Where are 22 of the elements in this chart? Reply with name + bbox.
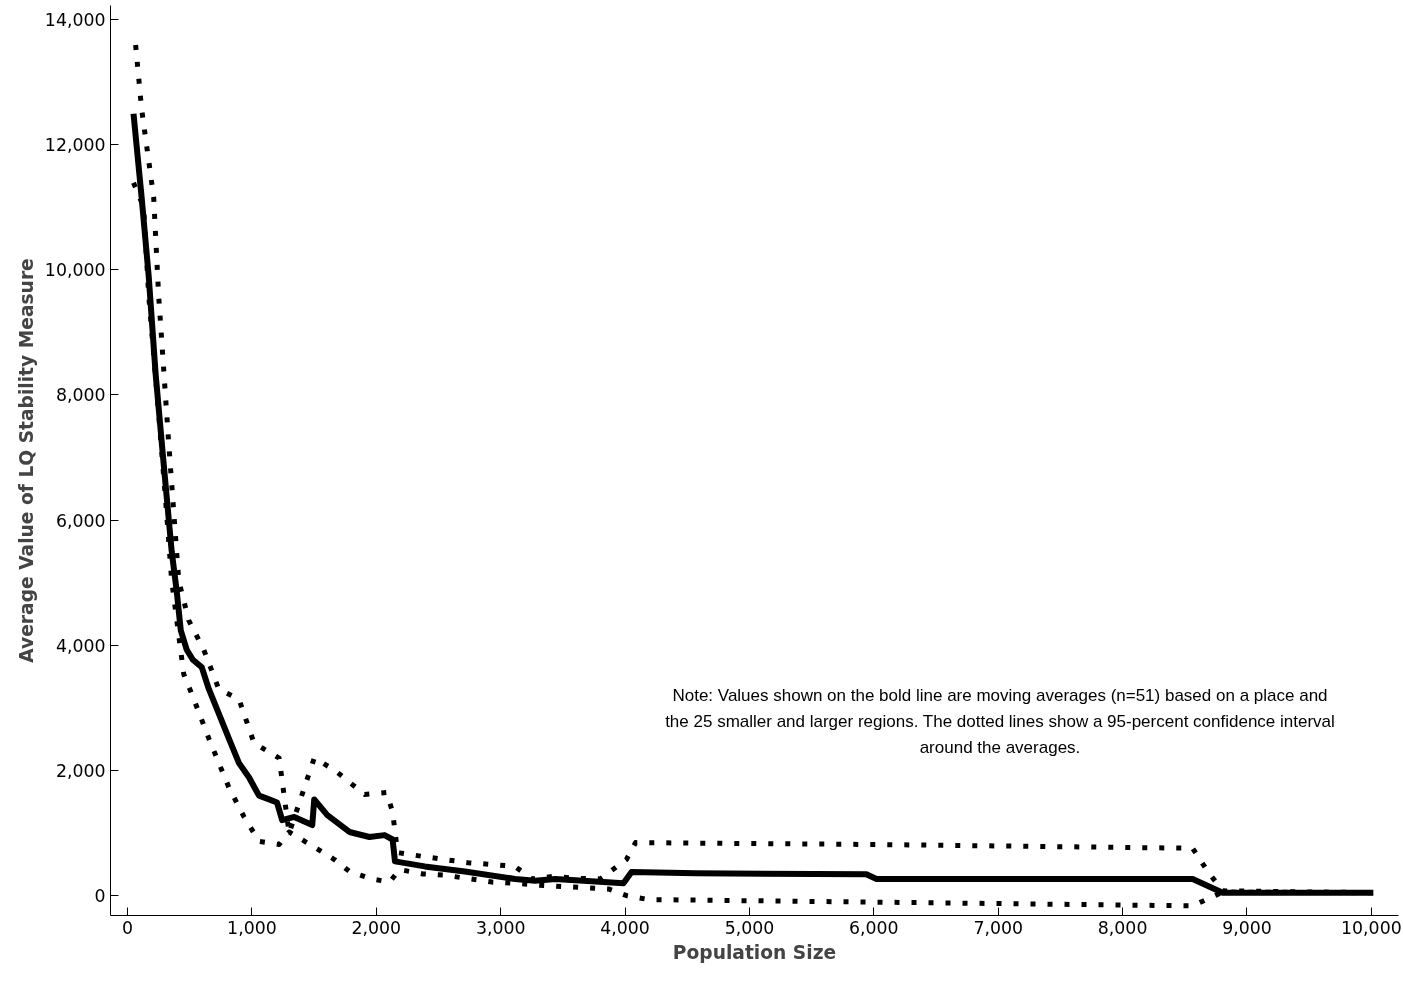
x-tick-label: 1,000 <box>227 917 277 938</box>
x-tick-label: 4,000 <box>600 917 650 938</box>
y-tick-label: 14,000 <box>44 9 106 30</box>
x-tick-label: 10,000 <box>1341 917 1402 938</box>
x-tick-label: 5,000 <box>724 917 775 938</box>
y-tick-label: 2,000 <box>55 761 106 782</box>
annotation: Note: Values shown on the bold line are moving averages (n=51) based on a place and the 25 smaller and larger regions. The dotted lines show a 95-percent confidence interval around the averages. <box>664 685 1336 759</box>
y-tick-label: 12,000 <box>44 135 106 155</box>
x-tick-label: 0 <box>122 917 134 938</box>
y-tick-label: 4,000 <box>55 635 106 656</box>
y-tick-label: 8,000 <box>55 385 106 406</box>
x-tick-label: 9,000 <box>1222 917 1272 938</box>
x-axis-title: Population Size <box>672 941 837 963</box>
y-tick-label: 0 <box>94 886 106 907</box>
x-tick-label: 7,000 <box>973 917 1024 938</box>
x-tick-label: 6,000 <box>849 917 899 938</box>
x-tick-label: 3,000 <box>475 917 526 938</box>
y-axis-title: Average Value of LQ Stability Measure <box>15 258 37 663</box>
y-tick-label: 10,000 <box>44 260 106 281</box>
x-tick-label: 2,000 <box>351 917 402 938</box>
x-tick-label: 8,000 <box>1097 917 1148 938</box>
y-tick-label: 6,000 <box>55 510 106 531</box>
